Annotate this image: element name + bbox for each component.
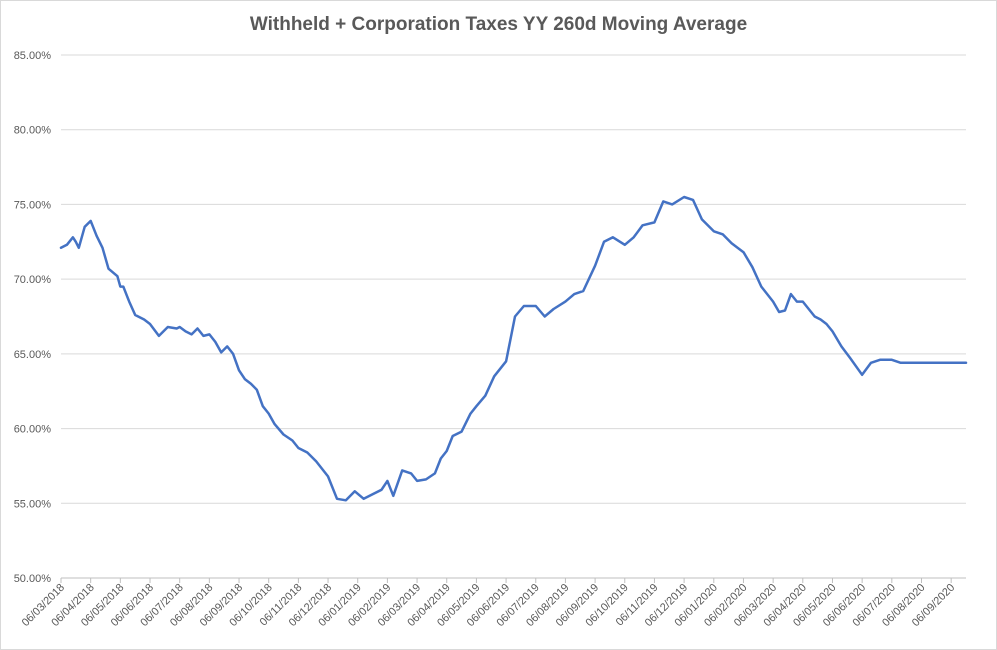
x-tick-labels: 06/03/201806/04/201806/05/201806/06/2018… xyxy=(20,582,958,629)
y-tick-label: 55.00% xyxy=(14,498,52,510)
y-tick-label: 70.00% xyxy=(14,274,52,286)
y-tick-label: 60.00% xyxy=(14,424,52,436)
y-tick-label: 50.00% xyxy=(14,573,52,585)
series-line xyxy=(59,195,968,502)
chart-title: Withheld + Corporation Taxes YY 260d Mov… xyxy=(249,14,748,35)
y-tick-label: 75.00% xyxy=(14,199,52,211)
y-tick-label: 80.00% xyxy=(14,125,52,137)
y-tick-label: 65.00% xyxy=(14,349,52,361)
gridlines xyxy=(61,54,966,579)
y-tick-label: 85.00% xyxy=(14,50,52,62)
x-ticks xyxy=(60,578,952,583)
series-layer xyxy=(59,195,968,502)
y-tick-labels: 50.00% 55.00% 60.00% 65.00% 70.00% 75.00% 80.0… xyxy=(14,50,52,585)
